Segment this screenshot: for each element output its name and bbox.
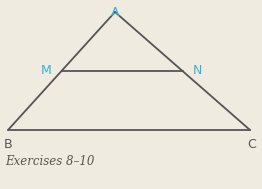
- Text: N: N: [193, 64, 202, 77]
- Text: A: A: [111, 6, 119, 19]
- Text: B: B: [4, 138, 12, 151]
- Text: Exercises 8–10: Exercises 8–10: [5, 155, 94, 168]
- Text: M: M: [41, 64, 52, 77]
- Text: C: C: [248, 138, 256, 151]
